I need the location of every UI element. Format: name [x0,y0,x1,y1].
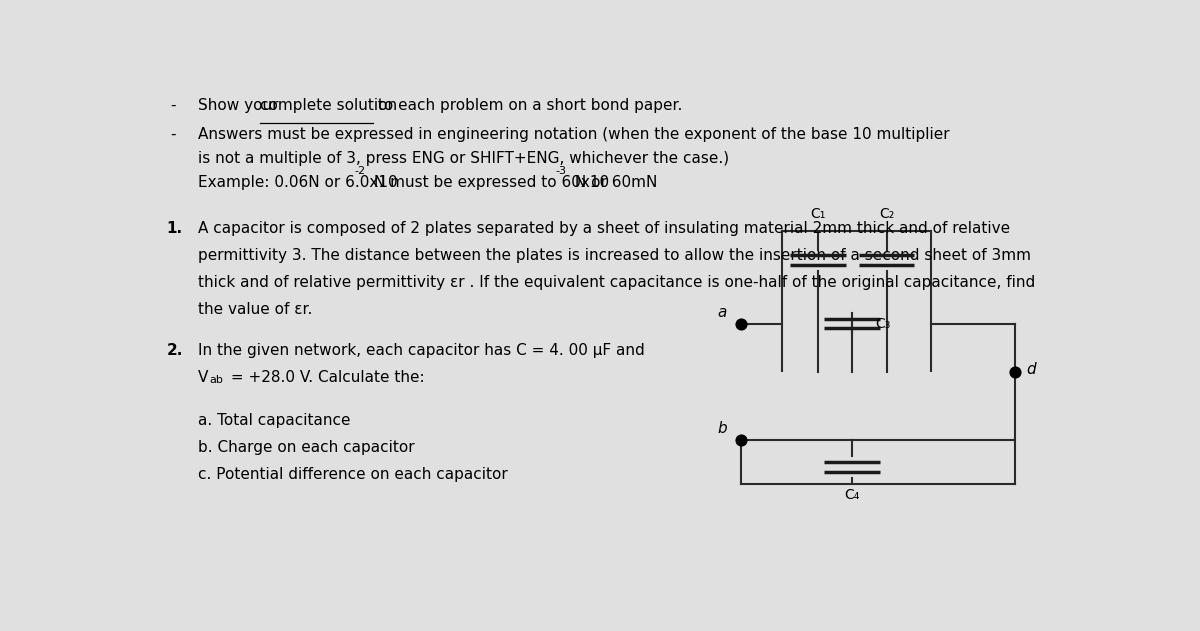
Text: 1.: 1. [167,221,182,237]
Text: C₃: C₃ [876,317,890,331]
Text: ab: ab [210,375,223,384]
Text: Example: 0.06N or 6.0x10: Example: 0.06N or 6.0x10 [198,175,398,191]
Text: In the given network, each capacitor has C = 4. 00 μF and: In the given network, each capacitor has… [198,343,646,358]
Text: c. Potential difference on each capacitor: c. Potential difference on each capacito… [198,467,508,482]
Text: -: - [170,98,176,112]
Text: C₂: C₂ [878,206,894,220]
Text: = +28.0 V. Calculate the:: = +28.0 V. Calculate the: [227,370,425,385]
Text: b. Charge on each capacitor: b. Charge on each capacitor [198,440,415,455]
Text: Answers must be expressed in engineering notation (when the exponent of the base: Answers must be expressed in engineering… [198,127,950,142]
Text: d: d [1026,362,1036,377]
Text: A capacitor is composed of 2 plates separated by a sheet of insulating material : A capacitor is composed of 2 plates sepa… [198,221,1010,237]
Text: C₁: C₁ [810,206,826,220]
Text: N or 60mN: N or 60mN [570,175,658,191]
Point [1006,367,1025,377]
Text: Show your: Show your [198,98,283,112]
Text: C₄: C₄ [845,488,860,502]
Text: -3: -3 [556,165,566,175]
Text: N must be expressed to 60x10: N must be expressed to 60x10 [370,175,610,191]
Point [731,435,750,445]
Text: -2: -2 [355,165,366,175]
Text: to each problem on a short bond paper.: to each problem on a short bond paper. [373,98,683,112]
Text: thick and of relative permittivity εr . If the equivalent capacitance is one-hal: thick and of relative permittivity εr . … [198,275,1036,290]
Text: the value of εr.: the value of εr. [198,302,313,317]
Text: permittivity 3. The distance between the plates is increased to allow the insert: permittivity 3. The distance between the… [198,248,1031,263]
Text: -: - [170,127,176,142]
Point [731,319,750,329]
Text: is not a multiple of 3, press ENG or SHIFT+ENG, whichever the case.): is not a multiple of 3, press ENG or SHI… [198,151,730,166]
Text: a. Total capacitance: a. Total capacitance [198,413,350,428]
Text: V: V [198,370,209,385]
Text: 2.: 2. [167,343,184,358]
Text: complete solution: complete solution [259,98,397,112]
Text: b: b [716,422,727,436]
Text: a: a [718,305,727,320]
